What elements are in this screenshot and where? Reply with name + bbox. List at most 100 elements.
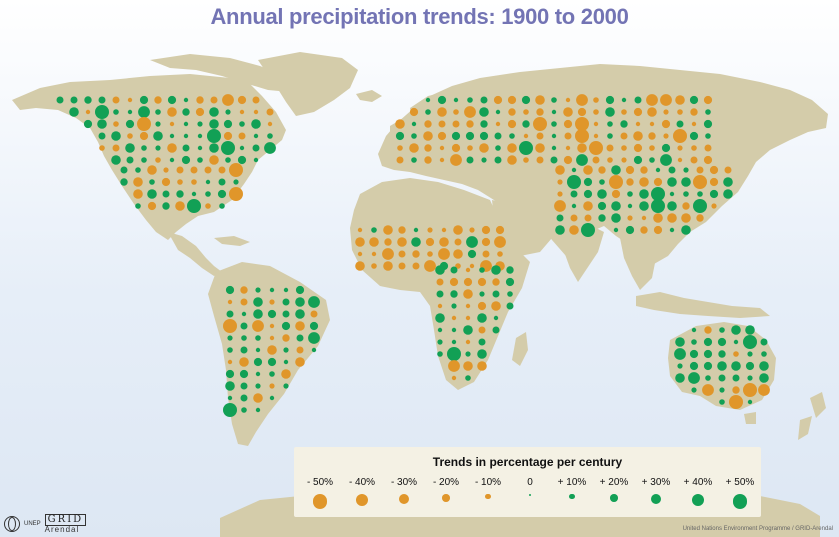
southeast-asia [620, 238, 656, 290]
trend-dot [494, 132, 502, 140]
trend-dot [437, 95, 447, 105]
trend-dot [690, 156, 698, 164]
trend-dot [495, 225, 505, 235]
trend-dot [681, 225, 691, 235]
trend-dot [439, 237, 449, 247]
trend-dot [308, 296, 320, 308]
trend-dot [371, 251, 377, 257]
trend-dot [681, 213, 691, 223]
trend-dot [112, 144, 120, 152]
trend-dot [453, 225, 463, 235]
trend-dot [724, 166, 732, 174]
trend-dot [535, 95, 545, 105]
trend-dot [466, 156, 474, 164]
trend-dot [411, 157, 417, 163]
trend-dot [696, 214, 704, 222]
trend-dot [85, 109, 91, 115]
trend-dot [556, 214, 564, 222]
trend-dot [162, 190, 170, 198]
trend-dot [703, 95, 713, 105]
trend-dot [449, 277, 459, 287]
trend-dot [683, 167, 689, 173]
trend-dot [282, 298, 290, 306]
trend-dot [239, 109, 245, 115]
legend-label: + 50% [725, 477, 755, 488]
caribbean [214, 236, 250, 246]
trend-dot [155, 157, 161, 163]
trend-dot [761, 351, 767, 357]
trend-dot [209, 143, 219, 153]
trend-dot [479, 267, 485, 273]
trend-dot [183, 133, 189, 139]
trend-dot [451, 315, 457, 321]
trend-dot [465, 267, 471, 273]
trend-dot [523, 133, 529, 139]
trend-dot [161, 177, 171, 187]
trend-dot [133, 177, 143, 187]
trend-dot [252, 320, 264, 332]
trend-dot [667, 177, 677, 187]
trend-dot [176, 190, 184, 198]
trend-dot [747, 399, 753, 405]
trend-dot [651, 187, 665, 201]
legend-label: + 40% [683, 477, 713, 488]
trend-dot [309, 321, 319, 331]
trend-dot [295, 297, 305, 307]
trend-dot [467, 145, 473, 151]
trend-dot [269, 383, 275, 389]
trend-dot [693, 175, 707, 189]
trend-dot [480, 120, 488, 128]
trend-dot [704, 144, 712, 152]
trend-dot [56, 96, 64, 104]
trend-dot [451, 327, 457, 333]
trend-dot [147, 189, 157, 199]
trend-dot [535, 143, 545, 153]
trend-dot [227, 395, 233, 401]
trend-dot [621, 97, 627, 103]
trend-dot [396, 156, 404, 164]
trend-dot [183, 97, 189, 103]
trend-dot [605, 107, 615, 117]
trend-dot [509, 133, 515, 139]
trend-dot [469, 263, 475, 269]
trend-dot [435, 313, 445, 323]
trend-dot [113, 121, 119, 127]
trend-dot [693, 199, 707, 213]
arendal-word: Arendal [44, 525, 80, 534]
trend-dot [424, 120, 432, 128]
trend-dot [607, 157, 613, 163]
trend-dot [557, 179, 563, 185]
trend-dot [611, 201, 621, 211]
trend-dot [492, 278, 500, 286]
trend-dot [295, 357, 305, 367]
trend-dot [283, 287, 289, 293]
trend-dot [139, 131, 149, 141]
trend-dot [149, 179, 155, 185]
trend-dot [639, 189, 649, 199]
trend-dot [482, 250, 490, 258]
trend-dot [605, 95, 615, 105]
trend-dot [575, 117, 589, 131]
trend-dot [427, 251, 433, 257]
trend-dot [717, 337, 727, 347]
trend-dot [563, 155, 573, 165]
trend-dot [465, 131, 475, 141]
trend-dot [663, 109, 669, 115]
legend-item: 0 [508, 477, 552, 497]
trend-dot [167, 143, 177, 153]
trend-dot [237, 155, 247, 165]
trend-dot [463, 289, 473, 299]
trend-dot [382, 248, 394, 260]
trend-dot [651, 199, 665, 213]
trend-dot [567, 175, 581, 189]
trend-dot [465, 303, 471, 309]
map-title: Annual precipitation trends: 1900 to 200… [210, 4, 629, 29]
trend-dot [209, 155, 219, 165]
trend-dot [627, 191, 633, 197]
trend-dot [626, 178, 634, 186]
trend-dot [640, 226, 648, 234]
trend-dot [581, 223, 595, 237]
greenland [258, 52, 358, 116]
trend-dot [413, 227, 419, 233]
trend-dot [480, 96, 488, 104]
